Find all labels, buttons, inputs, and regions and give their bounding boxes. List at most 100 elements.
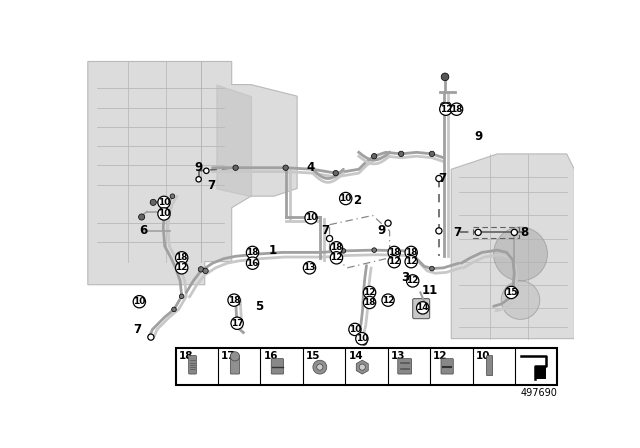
Circle shape bbox=[357, 337, 362, 343]
Circle shape bbox=[139, 214, 145, 220]
Circle shape bbox=[198, 267, 204, 272]
Polygon shape bbox=[356, 360, 368, 374]
Circle shape bbox=[405, 246, 417, 258]
FancyBboxPatch shape bbox=[271, 359, 284, 374]
Text: 18: 18 bbox=[451, 105, 463, 114]
Text: 7: 7 bbox=[321, 224, 329, 237]
Text: 18: 18 bbox=[246, 248, 259, 257]
Circle shape bbox=[417, 302, 429, 314]
Text: 11: 11 bbox=[422, 284, 438, 297]
Text: 12: 12 bbox=[388, 257, 401, 266]
Circle shape bbox=[341, 249, 346, 253]
Circle shape bbox=[228, 294, 240, 306]
Circle shape bbox=[388, 246, 401, 258]
Text: 10: 10 bbox=[158, 198, 170, 207]
Circle shape bbox=[382, 294, 394, 306]
Text: 4: 4 bbox=[306, 161, 314, 174]
Circle shape bbox=[233, 165, 238, 170]
Text: 12: 12 bbox=[330, 253, 343, 263]
Circle shape bbox=[493, 227, 547, 281]
Circle shape bbox=[333, 170, 339, 176]
Circle shape bbox=[330, 252, 342, 264]
Circle shape bbox=[330, 241, 342, 254]
Text: 12: 12 bbox=[175, 263, 188, 272]
Text: 7: 7 bbox=[133, 323, 141, 336]
FancyBboxPatch shape bbox=[441, 359, 453, 374]
Circle shape bbox=[230, 352, 239, 361]
Text: 10: 10 bbox=[133, 297, 145, 306]
Circle shape bbox=[475, 229, 481, 236]
Circle shape bbox=[362, 340, 367, 345]
Circle shape bbox=[511, 289, 518, 296]
Circle shape bbox=[179, 294, 184, 299]
Text: 1: 1 bbox=[269, 244, 276, 257]
Circle shape bbox=[313, 360, 327, 374]
Circle shape bbox=[372, 248, 376, 252]
Circle shape bbox=[410, 252, 415, 256]
Text: 12: 12 bbox=[382, 296, 394, 305]
Text: 12: 12 bbox=[440, 105, 452, 114]
FancyBboxPatch shape bbox=[175, 348, 557, 385]
Text: 18: 18 bbox=[179, 351, 193, 361]
Circle shape bbox=[158, 208, 170, 220]
Circle shape bbox=[364, 296, 376, 309]
Circle shape bbox=[388, 255, 401, 268]
Circle shape bbox=[445, 102, 451, 108]
Text: 5: 5 bbox=[255, 300, 263, 313]
FancyBboxPatch shape bbox=[230, 356, 239, 374]
Circle shape bbox=[429, 266, 435, 271]
Text: 3: 3 bbox=[401, 271, 409, 284]
Circle shape bbox=[317, 364, 323, 370]
Circle shape bbox=[356, 332, 368, 345]
Text: 14: 14 bbox=[417, 303, 429, 312]
Circle shape bbox=[399, 151, 404, 156]
Circle shape bbox=[371, 154, 377, 159]
Text: 7: 7 bbox=[207, 179, 215, 192]
Circle shape bbox=[406, 275, 419, 287]
Text: 12: 12 bbox=[406, 276, 419, 285]
Text: 9: 9 bbox=[195, 161, 203, 174]
Text: 12: 12 bbox=[364, 288, 376, 297]
Text: 10: 10 bbox=[305, 213, 317, 222]
Text: 9: 9 bbox=[378, 224, 386, 237]
Text: 17: 17 bbox=[221, 351, 236, 361]
Circle shape bbox=[158, 196, 170, 208]
Text: 13: 13 bbox=[391, 351, 405, 361]
Circle shape bbox=[441, 73, 449, 81]
Circle shape bbox=[204, 168, 209, 173]
Circle shape bbox=[172, 307, 176, 312]
Circle shape bbox=[246, 246, 259, 258]
Circle shape bbox=[385, 220, 391, 226]
FancyBboxPatch shape bbox=[486, 356, 493, 375]
Circle shape bbox=[340, 192, 352, 205]
Circle shape bbox=[175, 262, 188, 274]
Circle shape bbox=[451, 103, 463, 116]
Text: 9: 9 bbox=[475, 130, 483, 143]
Circle shape bbox=[436, 176, 442, 181]
Circle shape bbox=[203, 268, 208, 274]
Circle shape bbox=[511, 229, 517, 236]
Text: 6: 6 bbox=[139, 224, 147, 237]
Circle shape bbox=[231, 317, 243, 329]
Text: 18: 18 bbox=[388, 248, 401, 257]
Circle shape bbox=[405, 255, 417, 268]
PathPatch shape bbox=[451, 154, 575, 339]
Circle shape bbox=[166, 209, 170, 214]
Circle shape bbox=[349, 323, 361, 336]
Text: 15: 15 bbox=[306, 351, 321, 361]
Text: 17: 17 bbox=[231, 319, 243, 328]
Polygon shape bbox=[535, 366, 546, 379]
Text: 16: 16 bbox=[264, 351, 278, 361]
FancyBboxPatch shape bbox=[189, 356, 196, 374]
Circle shape bbox=[170, 194, 175, 198]
Circle shape bbox=[303, 262, 316, 274]
Circle shape bbox=[305, 211, 317, 224]
Text: 7: 7 bbox=[438, 172, 446, 185]
Text: 10: 10 bbox=[476, 351, 490, 361]
Text: 13: 13 bbox=[303, 263, 316, 272]
Text: 2: 2 bbox=[353, 194, 362, 207]
Text: 18: 18 bbox=[364, 298, 376, 307]
Circle shape bbox=[436, 228, 442, 234]
Circle shape bbox=[150, 199, 156, 206]
Circle shape bbox=[440, 102, 447, 108]
